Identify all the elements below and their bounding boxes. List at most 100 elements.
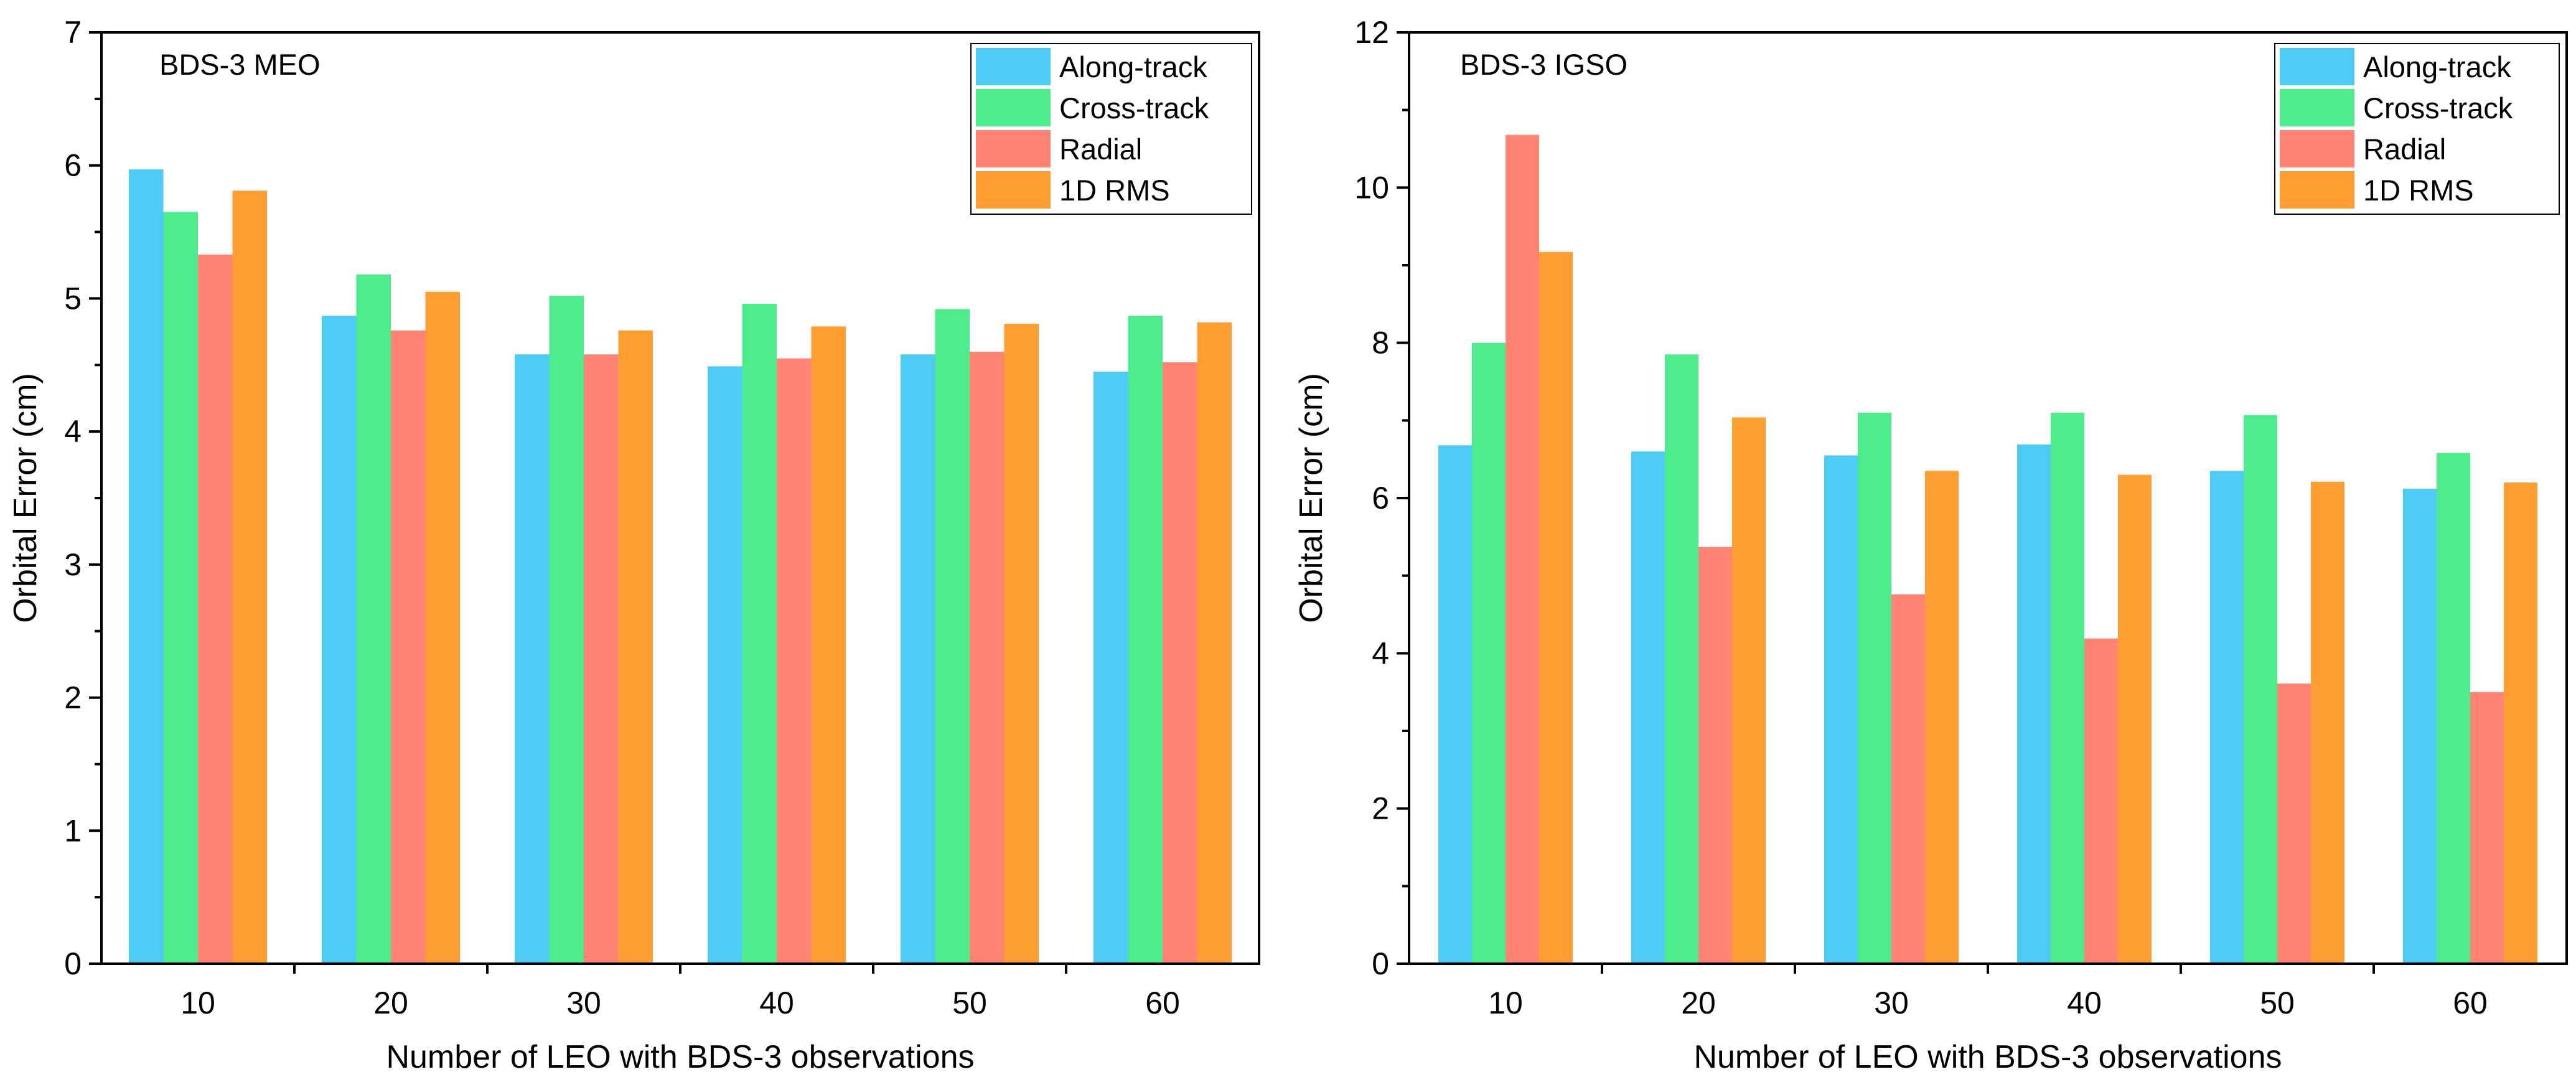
- bar-along-track-60: [1094, 371, 1128, 964]
- legend-label: 1D RMS: [2363, 174, 2474, 207]
- bar-1d-rms-30: [618, 330, 653, 964]
- bar-1d-rms-40: [811, 326, 846, 964]
- bar-cross-track-20: [1665, 354, 1698, 964]
- y-tick-label: 5: [64, 281, 82, 316]
- bar-radial-40: [2084, 638, 2118, 964]
- x-tick-label: 20: [1681, 986, 1716, 1020]
- legend-label: Radial: [1059, 133, 1142, 166]
- bar-radial-30: [584, 354, 619, 964]
- bar-along-track-30: [515, 354, 550, 964]
- bar-along-track-20: [1631, 451, 1665, 964]
- x-tick-label: 30: [566, 986, 601, 1020]
- bar-along-track-20: [322, 316, 357, 964]
- bar-cross-track-40: [2051, 412, 2084, 964]
- bar-cross-track-20: [356, 274, 391, 964]
- chart-panel-1: 0 1 2 3 4 5 6 7 10 20 30 40 50 60 Number of LEO with B…: [7, 15, 1260, 1075]
- legend-label: 1D RMS: [1059, 174, 1170, 207]
- x-tick-label: 40: [2067, 986, 2102, 1020]
- bar-radial-50: [2277, 683, 2311, 964]
- bar-radial-10: [1506, 134, 1539, 964]
- y-tick-label: 2: [64, 680, 82, 715]
- y-tick-label: 7: [64, 15, 82, 50]
- panel-title: BDS-3 IGSO: [1460, 48, 1628, 81]
- bar-radial-30: [1891, 594, 1925, 964]
- bar-along-track-60: [2403, 489, 2437, 964]
- bar-radial-60: [1163, 362, 1197, 964]
- bar-1d-rms-30: [1925, 471, 1959, 964]
- x-tick-label: 60: [1145, 986, 1180, 1020]
- legend-label: Radial: [2363, 133, 2446, 166]
- bar-cross-track-50: [935, 309, 970, 964]
- legend-swatch-1d-rms: [976, 171, 1051, 209]
- y-tick-label: 0: [1372, 946, 1389, 981]
- legend-swatch-along-track: [2280, 48, 2354, 85]
- panel-title: BDS-3 MEO: [159, 48, 321, 81]
- bar-1d-rms-60: [2504, 482, 2537, 964]
- bar-along-track-10: [129, 169, 164, 964]
- bar-radial-40: [777, 358, 812, 964]
- bar-along-track-40: [708, 366, 742, 964]
- bar-cross-track-60: [2437, 453, 2470, 964]
- y-tick-label: 6: [1372, 481, 1389, 515]
- x-tick-label: 30: [1874, 986, 1909, 1020]
- legend-label: Cross-track: [1059, 92, 1209, 125]
- y-axis-title: Orbital Error (cm): [7, 373, 44, 623]
- y-tick-label: 3: [64, 547, 82, 582]
- legend-swatch-radial: [2280, 130, 2354, 167]
- bar-1d-rms-10: [232, 191, 267, 964]
- legend-label: Along-track: [1059, 50, 1207, 83]
- x-tick-label: 50: [952, 986, 987, 1020]
- bar-along-track-30: [1824, 455, 1858, 964]
- y-tick-label: 1: [64, 813, 82, 848]
- legend-swatch-cross-track: [2280, 89, 2354, 126]
- bar-cross-track-50: [2244, 415, 2277, 964]
- bar-along-track-40: [2017, 444, 2051, 964]
- x-tick-label: 20: [373, 986, 408, 1020]
- bar-along-track-10: [1438, 445, 1472, 964]
- bar-cross-track-60: [1128, 316, 1163, 964]
- legend-swatch-1d-rms: [2280, 171, 2354, 209]
- legend-label: Cross-track: [2363, 92, 2513, 125]
- y-tick-label: 8: [1372, 326, 1389, 360]
- legend-swatch-along-track: [976, 48, 1051, 85]
- bar-cross-track-30: [549, 296, 584, 964]
- x-tick-label: 40: [759, 986, 794, 1020]
- y-tick-label: 0: [64, 946, 82, 981]
- x-tick-label: 10: [180, 986, 215, 1020]
- bar-1d-rms-40: [2118, 474, 2152, 964]
- y-tick-label: 12: [1354, 15, 1389, 50]
- y-tick-label: 10: [1354, 170, 1389, 205]
- y-tick-label: 6: [64, 148, 82, 183]
- bar-radial-10: [198, 254, 233, 964]
- bar-radial-20: [1698, 547, 1732, 964]
- legend-swatch-cross-track: [976, 89, 1051, 126]
- bar-1d-rms-10: [1539, 252, 1573, 964]
- y-tick-label: 4: [64, 414, 82, 449]
- x-tick-label: 50: [2260, 986, 2295, 1020]
- bar-1d-rms-20: [425, 291, 460, 964]
- y-tick-label: 2: [1372, 791, 1389, 826]
- bar-1d-rms-50: [2311, 481, 2344, 964]
- x-tick-label: 60: [2453, 986, 2488, 1020]
- x-tick-label: 10: [1488, 986, 1523, 1020]
- bar-radial-60: [2470, 692, 2504, 964]
- bar-cross-track-30: [1858, 412, 1891, 964]
- bar-1d-rms-50: [1004, 324, 1039, 964]
- bar-cross-track-10: [163, 212, 198, 964]
- bar-1d-rms-20: [1732, 417, 1766, 964]
- bar-cross-track-10: [1472, 342, 1506, 964]
- x-axis-title: Number of LEO with BDS-3 observations: [1693, 1039, 2282, 1075]
- x-axis-title: Number of LEO with BDS-3 observations: [386, 1039, 974, 1075]
- bar-cross-track-40: [742, 303, 777, 964]
- bar-along-track-50: [901, 354, 935, 964]
- legend: Along-track Cross-track Radial 1D RMS: [2274, 43, 2560, 215]
- bar-1d-rms-60: [1197, 322, 1232, 964]
- bar-radial-20: [391, 330, 426, 964]
- bar-radial-50: [970, 351, 1005, 964]
- chart-panel-2: 0 2 4 6 8 10 12 10 20 30 40 50 60 Number of LEO with …: [1293, 15, 2568, 1075]
- legend-label: Along-track: [2363, 50, 2511, 83]
- y-tick-label: 4: [1372, 636, 1389, 671]
- y-axis-title: Orbital Error (cm): [1293, 373, 1329, 623]
- legend-swatch-radial: [976, 130, 1051, 167]
